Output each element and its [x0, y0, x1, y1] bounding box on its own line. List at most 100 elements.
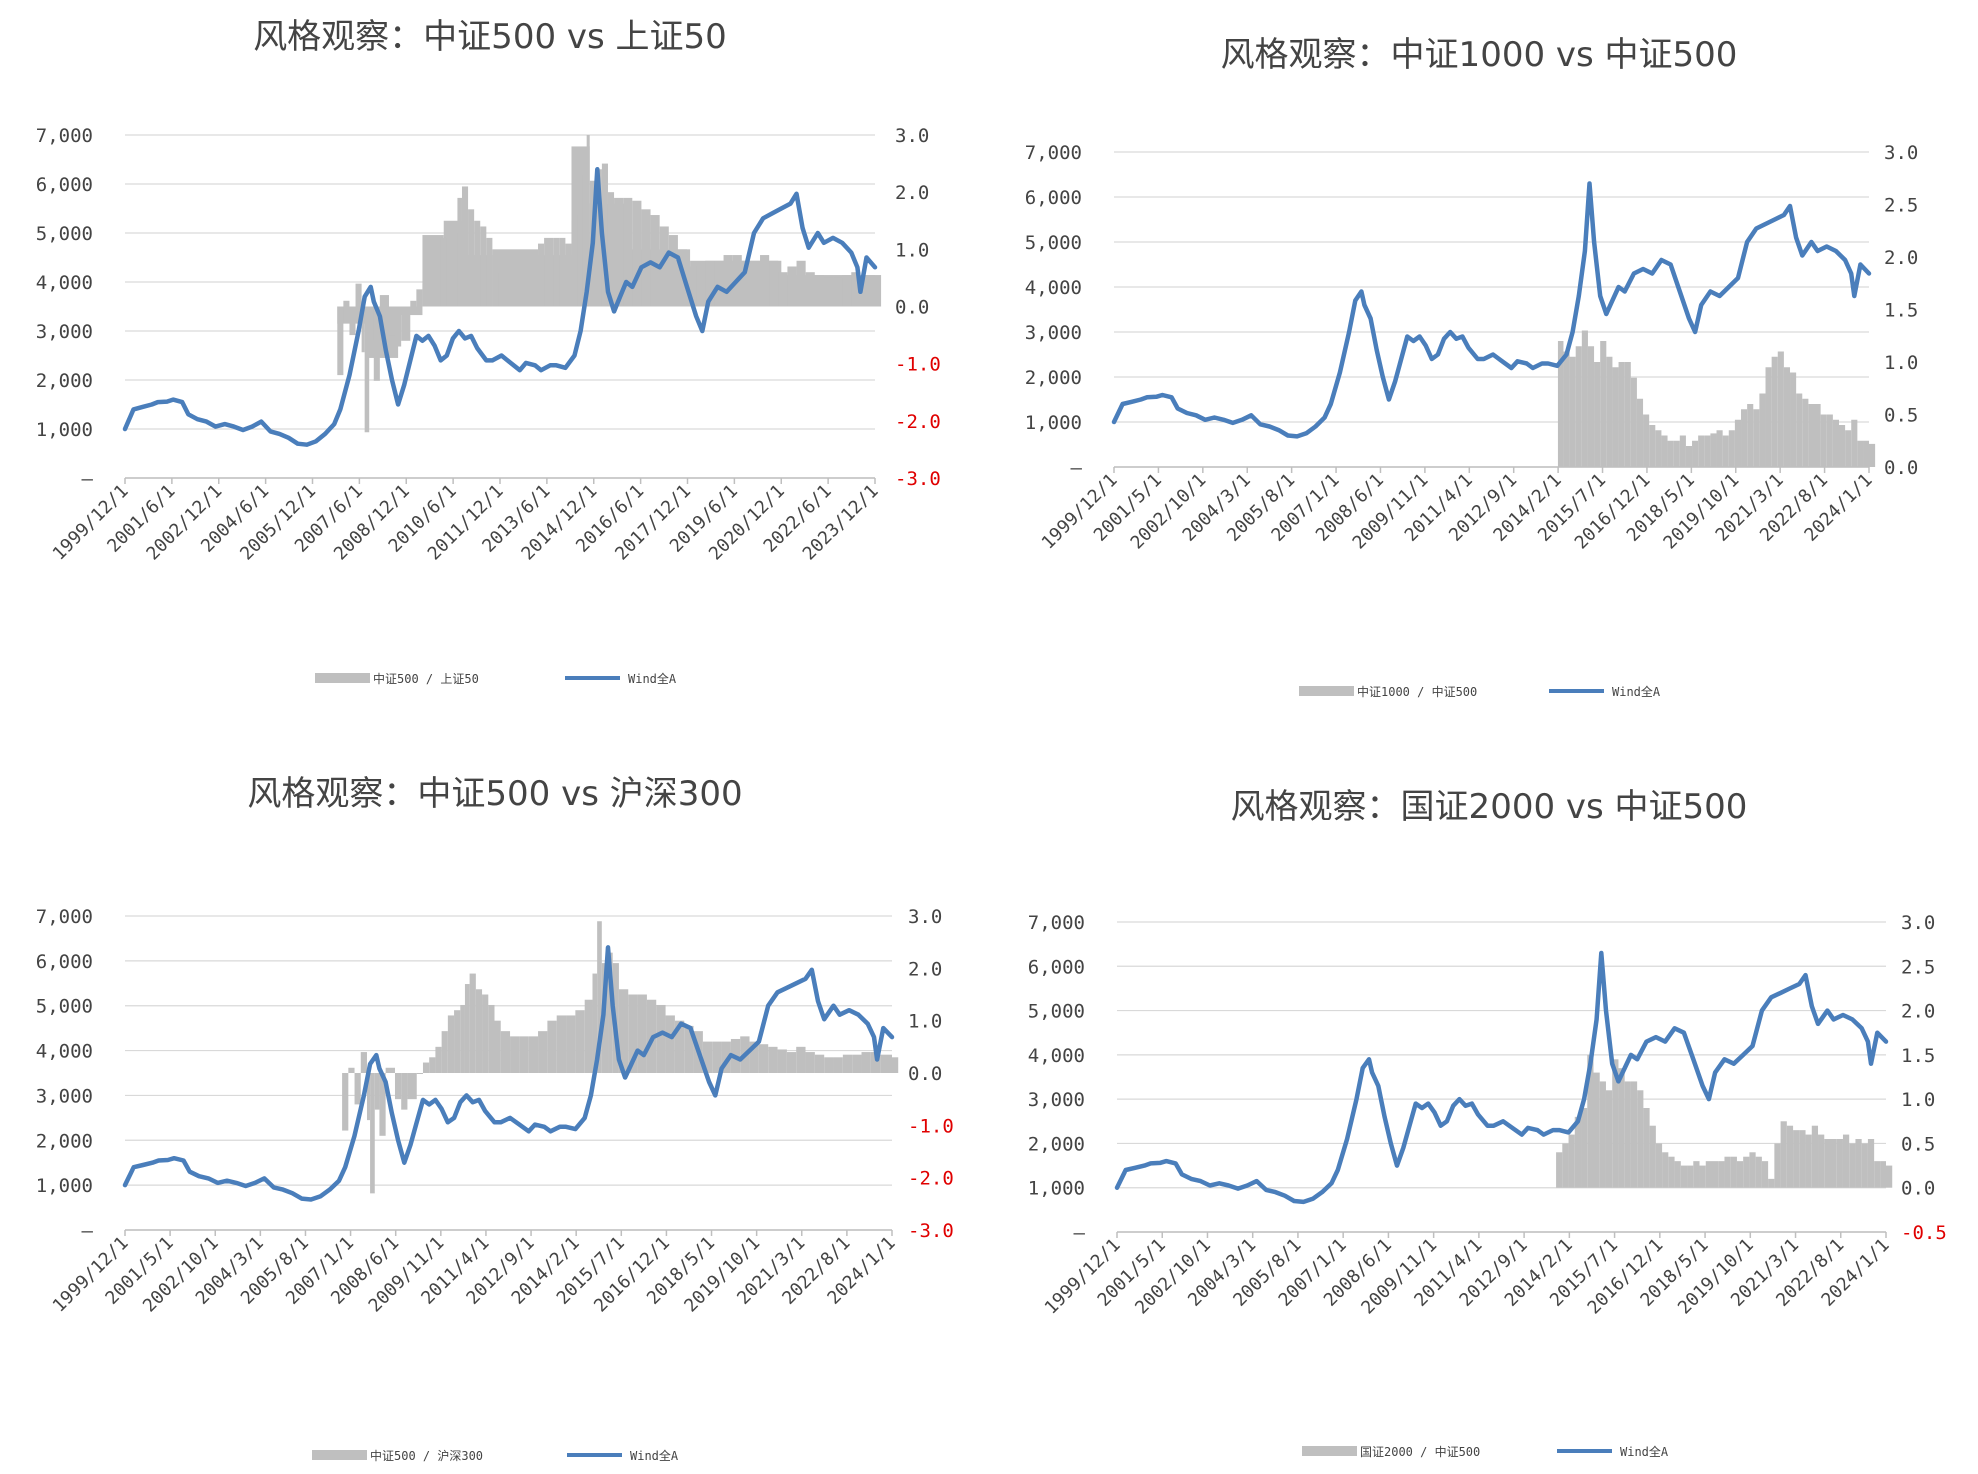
ratio-bar	[860, 275, 870, 307]
ratio-bar	[1693, 1161, 1700, 1188]
ratio-bar	[1587, 346, 1595, 467]
chart-svg: 风格观察：中证500 vs 上证50 7,000 6,000 5,000 4,000 3,…	[36, 17, 941, 686]
ratio-bar	[1711, 1161, 1719, 1188]
right-axis-tick: 1.0	[908, 1011, 942, 1033]
ratio-bar	[547, 1020, 557, 1073]
ratio-bar	[1661, 435, 1668, 467]
ratio-bar	[582, 175, 587, 307]
ratio-bar	[452, 232, 458, 307]
ratio-bar	[395, 306, 402, 347]
left-axis-tick: 3,000	[1028, 1089, 1085, 1111]
left-axis-tick: 6,000	[36, 951, 93, 973]
ratio-bar	[379, 295, 389, 307]
ratio-bar	[553, 237, 560, 307]
chart-panel-zz1000-vs-zz500: 风格观察：中证1000 vs 中证500 7,000 6,000 5,000 4,000…	[989, 0, 1978, 737]
ratio-bar	[665, 1015, 675, 1073]
wind-all-a-line	[1114, 950, 1889, 1205]
ratio-bar	[1704, 435, 1711, 467]
ratio-bar	[1605, 1090, 1613, 1188]
ratio-bar	[1685, 446, 1693, 467]
ratio-bar	[1818, 1134, 1825, 1188]
left-axis-tick: 1,000	[1025, 412, 1082, 434]
ratio-bar	[370, 1073, 375, 1194]
ratio-bar	[355, 283, 362, 307]
ratio-bar	[447, 1015, 455, 1073]
ratio-bar	[880, 1054, 892, 1073]
ratio-bar	[577, 215, 583, 307]
left-axis-tick: –	[1074, 1222, 1086, 1244]
legend-swatch-bar	[1299, 686, 1354, 696]
left-axis-tick: 5,000	[1025, 232, 1082, 254]
ratio-bar	[1674, 1161, 1681, 1188]
ratio-bar	[1655, 430, 1662, 467]
ratio-bar	[1710, 433, 1717, 467]
ratio-bar	[814, 275, 824, 307]
ratio-bar	[422, 283, 429, 307]
ratio-bar	[712, 1041, 722, 1073]
ratio-bar	[480, 226, 487, 307]
ratio-bar	[1673, 440, 1680, 467]
ratio-bar	[842, 275, 852, 307]
ratio-bar	[1563, 351, 1570, 467]
ratio-bar	[385, 1067, 395, 1073]
ratio-bar	[760, 255, 770, 307]
ratio-bar	[1774, 1143, 1781, 1188]
ratio-bar	[1805, 1134, 1812, 1188]
ratio-bar	[1869, 443, 1876, 467]
legend-label-wind: Wind全A	[630, 1448, 679, 1463]
ratio-bar	[1692, 440, 1699, 467]
ratio-bar	[435, 1046, 442, 1073]
legend-label-wind: Wind全A	[1620, 1444, 1669, 1459]
ratio-bar	[623, 197, 633, 307]
ratio-bar	[1793, 1130, 1800, 1188]
ratio-bar	[1814, 404, 1821, 467]
ratio-bar	[1728, 430, 1735, 467]
ratio-bar	[454, 1010, 461, 1073]
ratio-bar	[1863, 440, 1869, 467]
legend-label-ratio: 国证2000 / 中证500	[1360, 1444, 1480, 1459]
ratio-bar	[777, 1049, 787, 1073]
ratio-bar	[768, 1046, 778, 1073]
left-axis-tick: 2,000	[1028, 1133, 1085, 1155]
ratio-bar	[519, 1036, 529, 1073]
left-axis-tick: –	[1071, 457, 1083, 479]
ratio-bar	[1722, 435, 1729, 467]
ratio-bar	[1587, 1054, 1594, 1188]
ratio-bar	[875, 275, 882, 307]
ratio-bar	[556, 1015, 567, 1073]
ratio-bar	[741, 260, 751, 307]
ratio-bar	[1836, 1139, 1843, 1188]
ratio-bar	[374, 1073, 380, 1110]
ratio-bar	[1842, 1134, 1850, 1188]
right-axis-tick: -2.0	[895, 411, 941, 433]
ratio-bar	[1636, 398, 1644, 467]
ratio-bar	[1716, 430, 1723, 467]
ratio-bar	[824, 1057, 834, 1073]
right-axis-tick: 3.0	[895, 125, 929, 147]
ratio-bar	[492, 255, 499, 307]
left-axis-tick: –	[82, 468, 94, 490]
ratio-bar	[440, 237, 447, 307]
chart-svg: 风格观察：国证2000 vs 中证500 7,000 6,000 5,000 4,000…	[1028, 787, 1947, 1459]
ratio-bar	[1755, 1156, 1762, 1188]
ratio-bar	[1643, 1108, 1650, 1188]
ratio-bar	[650, 215, 660, 307]
left-axis-tick: 6,000	[1028, 956, 1085, 978]
ratio-bar	[364, 306, 370, 433]
legend-label-ratio: 中证1000 / 中证500	[1357, 684, 1477, 699]
ratio-bar	[1855, 1139, 1862, 1188]
ratio-bar	[607, 192, 615, 307]
ratio-bar	[861, 1052, 871, 1073]
right-axis-tick: 3.0	[908, 906, 942, 928]
ratio-bar	[486, 237, 493, 307]
left-axis-tick: 1,000	[36, 1175, 93, 1197]
left-axis-tick: 1,000	[1028, 1178, 1085, 1200]
ratio-bar	[1886, 1165, 1893, 1188]
ratio-bar	[1826, 414, 1833, 467]
left-axis-tick: 6,000	[1025, 187, 1082, 209]
ratio-bar	[1832, 419, 1839, 467]
chart-panel-gz2000-vs-zz500: 风格观察：国证2000 vs 中证500 7,000 6,000 5,000 4,000…	[989, 737, 1978, 1474]
left-axis-tick: 7,000	[36, 906, 93, 928]
ratio-bar	[1575, 346, 1582, 467]
ratio-bar	[1680, 1165, 1688, 1188]
